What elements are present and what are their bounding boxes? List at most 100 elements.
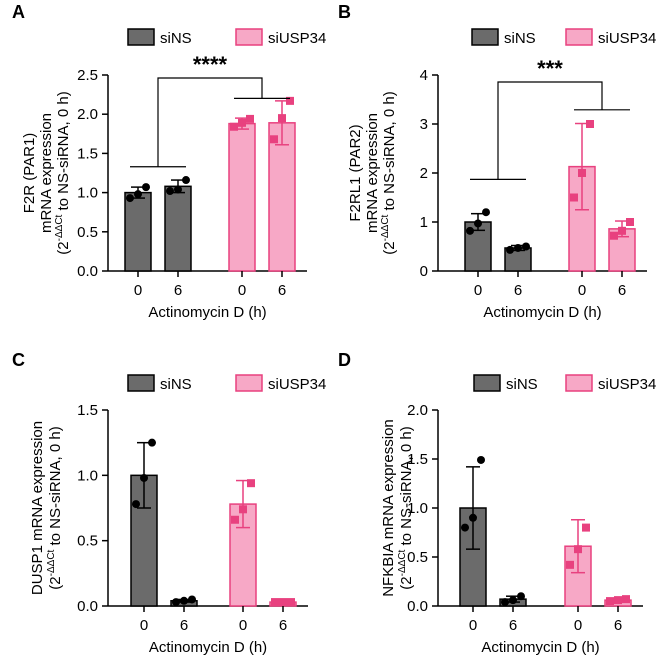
y-tick-label: 0.0 <box>77 263 98 280</box>
y-tick-label: 0 <box>420 263 428 280</box>
legend-swatch-siUSP34 <box>565 28 593 46</box>
x-tick-label: 0 <box>140 617 148 634</box>
legend-swatch-siNS <box>473 374 501 392</box>
y-tick-label: 4 <box>420 67 428 84</box>
y-axis-label: F2R (PAR1) <box>21 133 38 214</box>
legend-swatch-siNS <box>127 374 155 392</box>
data-point <box>574 545 582 554</box>
legend-swatch-siNS <box>127 28 155 46</box>
data-point <box>239 505 247 514</box>
legend-label-siUSP34: siUSP34 <box>268 30 326 47</box>
y-axis-label: DUSP1 mRNA expression <box>29 421 46 595</box>
x-tick-label: 6 <box>514 282 522 299</box>
legend: siNS siUSP34 <box>473 374 656 393</box>
legend-label-siNS: siNS <box>504 30 536 47</box>
y-tick-label: 0.5 <box>77 533 98 550</box>
legend: siNS siUSP34 <box>127 28 326 47</box>
legend-label-siUSP34: siUSP34 <box>598 30 656 47</box>
x-tick-label: 0 <box>239 617 247 634</box>
data-point <box>238 118 246 127</box>
data-point <box>172 598 180 607</box>
data-point <box>174 185 182 194</box>
data-point <box>188 595 196 604</box>
y-tick-label: 0.5 <box>407 549 428 566</box>
data-point <box>271 598 279 607</box>
x-axis-label: Actinomycin D (h) <box>481 639 599 656</box>
data-point <box>278 114 286 123</box>
y-tick-label: 0.5 <box>77 224 98 241</box>
data-point <box>582 523 590 532</box>
data-point <box>142 183 150 192</box>
data-point <box>501 598 509 607</box>
bar-siNS-0 <box>124 191 152 272</box>
data-point <box>566 560 574 569</box>
y-tick-label: 1.0 <box>77 185 98 202</box>
y-tick-label: 1 <box>420 214 428 231</box>
y-tick-label: 0.0 <box>77 598 98 615</box>
y-tick-label: 1.5 <box>77 145 98 162</box>
panel-label: D <box>338 350 351 370</box>
x-axis-label: Actinomycin D (h) <box>483 304 601 321</box>
panel-label: B <box>338 2 351 22</box>
y-axis-label-formula: (2-ΔΔCt to NS-siRNA, 0 h) <box>46 426 64 589</box>
data-point <box>469 513 477 522</box>
y-tick-label: 1.5 <box>77 402 98 419</box>
data-point <box>578 169 586 177</box>
data-point <box>610 231 618 240</box>
y-tick-label: 1.0 <box>77 467 98 484</box>
data-point <box>522 242 530 251</box>
x-tick-label: 0 <box>578 282 586 299</box>
data-point <box>482 208 490 217</box>
data-point <box>270 135 278 144</box>
bar-siUSP34-0 <box>564 545 592 607</box>
legend-label-siNS: siNS <box>160 376 192 393</box>
data-point <box>180 596 188 605</box>
legend-swatch-siNS <box>471 28 499 46</box>
legend-label-siUSP34: siUSP34 <box>598 376 656 393</box>
data-point <box>477 455 485 464</box>
legend: siNS siUSP34 <box>127 374 326 393</box>
bracket-connector <box>157 77 263 167</box>
data-point <box>509 596 517 605</box>
x-axis-label: Actinomycin D (h) <box>148 304 266 321</box>
significance-label: *** <box>537 56 563 81</box>
y-tick-label: 2.0 <box>407 402 428 419</box>
panel-label: A <box>12 2 25 22</box>
data-point <box>140 473 148 482</box>
bar-siUSP34-0 <box>228 122 256 272</box>
y-tick-label: 0.0 <box>407 598 428 615</box>
y-tick-label: 2.5 <box>77 67 98 84</box>
significance-label: **** <box>193 52 228 77</box>
data-point <box>166 187 174 196</box>
legend-swatch-siUSP34 <box>565 374 593 392</box>
x-tick-label: 0 <box>238 282 246 299</box>
data-point <box>517 592 525 601</box>
data-point <box>626 218 634 226</box>
y-tick-label: 1.0 <box>407 500 428 517</box>
data-point <box>506 245 514 254</box>
y-tick-label: 3 <box>420 116 428 133</box>
data-point <box>126 194 134 203</box>
y-axis-label: mRNA expression <box>38 113 55 233</box>
data-point <box>622 595 630 604</box>
data-point <box>474 219 482 228</box>
y-axis-label-formula: (2-ΔΔCt to NS-siRNA, 0 h) <box>54 91 72 254</box>
data-point <box>286 96 294 105</box>
data-point <box>586 120 594 128</box>
x-tick-label: 6 <box>279 617 287 634</box>
data-point <box>148 438 156 447</box>
data-point <box>134 190 142 199</box>
y-axis-label-formula: (2-ΔΔCt to NS-siRNA, 0 h) <box>380 91 398 254</box>
x-tick-label: 6 <box>180 617 188 634</box>
legend-label-siUSP34: siUSP34 <box>268 376 326 393</box>
x-tick-label: 0 <box>469 617 477 634</box>
data-point <box>231 515 239 524</box>
y-axis-label: mRNA expression <box>364 113 381 233</box>
bar-siNS-6 <box>164 185 192 272</box>
data-point <box>570 193 578 202</box>
data-point <box>230 122 238 131</box>
x-axis-label: Actinomycin D (h) <box>149 639 267 656</box>
y-axis-label: F2RL1 (PAR2) <box>347 124 364 221</box>
